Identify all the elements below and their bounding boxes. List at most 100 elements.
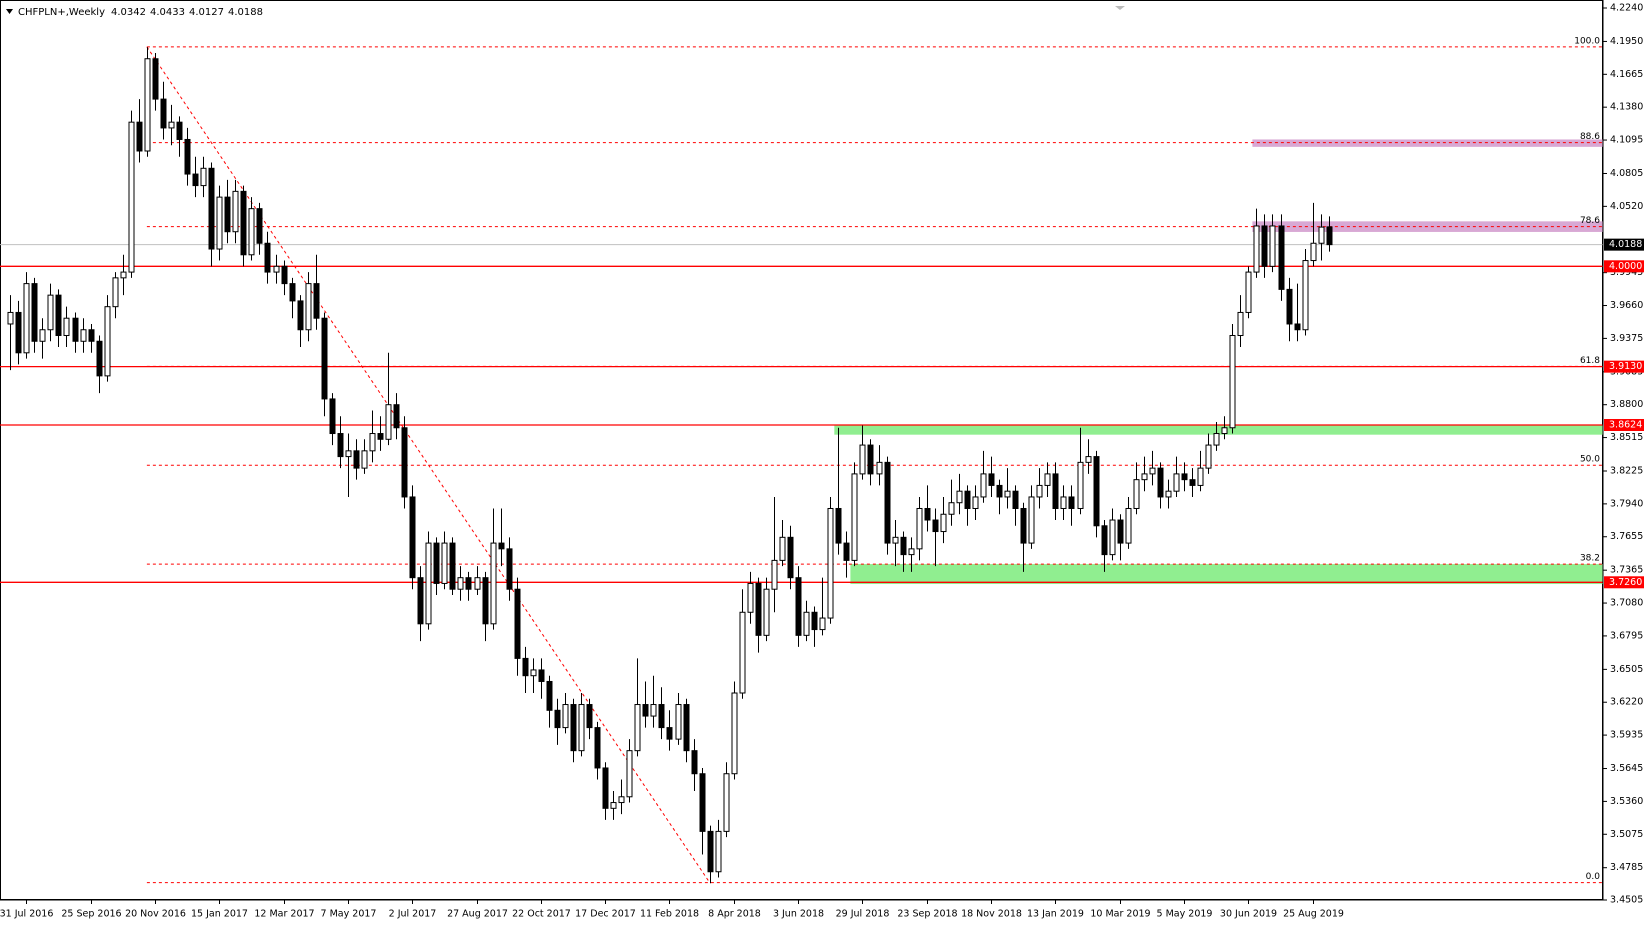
candle-body <box>1318 226 1325 244</box>
candle-body <box>72 317 79 342</box>
menu-arrow[interactable] <box>6 9 13 14</box>
y-tick-label: 3.6220 <box>1610 697 1643 708</box>
x-tick-label: 12 Mar 2017 <box>254 909 314 920</box>
candle-body <box>867 444 874 475</box>
candle-body <box>31 283 38 342</box>
candle-body <box>192 173 199 187</box>
candle-body <box>1237 311 1244 337</box>
x-tick-label: 29 Jul 2018 <box>836 909 890 920</box>
candle-body <box>522 657 529 677</box>
candle-body <box>417 577 424 625</box>
shift-marker <box>1115 6 1125 10</box>
y-tick-label: 4.2240 <box>1610 3 1643 14</box>
level-tag <box>1604 260 1644 273</box>
candle-body <box>273 265 280 273</box>
candle-body <box>634 704 641 752</box>
candle-body <box>289 283 296 302</box>
x-tick-label: 25 Aug 2019 <box>1283 909 1344 920</box>
x-tick-label: 8 Apr 2018 <box>708 909 761 920</box>
fib-label: 100.0 <box>1574 36 1600 46</box>
candle-body <box>723 773 730 832</box>
candle-body <box>675 704 682 740</box>
x-tick-label: 7 May 2017 <box>321 909 377 920</box>
candle-body <box>1278 225 1285 290</box>
y-tick-label: 3.7655 <box>1610 531 1643 542</box>
candle-body <box>602 767 609 809</box>
y-tick-label: 3.7080 <box>1610 598 1643 609</box>
candle-body <box>530 669 537 677</box>
candle-body <box>369 433 376 452</box>
candle-body <box>1109 519 1116 556</box>
candle-body <box>980 473 987 498</box>
candle-body <box>240 190 247 256</box>
plot-frame <box>0 0 1603 900</box>
candle-body <box>819 617 826 631</box>
candle-body <box>216 196 223 250</box>
candle-body <box>1205 444 1212 469</box>
candle-body <box>281 265 288 285</box>
fib-label: 38.2 <box>1580 554 1600 564</box>
y-tick-label: 3.4785 <box>1610 862 1643 873</box>
y-tick-label: 3.8800 <box>1610 399 1643 410</box>
y-tick-label: 3.5075 <box>1610 829 1643 840</box>
candle-body <box>570 704 577 752</box>
candle-body <box>305 283 312 331</box>
candle-body <box>586 704 593 729</box>
x-tick-label: 23 Sep 2018 <box>897 909 957 920</box>
candle-body <box>168 121 175 129</box>
y-tick-label: 3.9660 <box>1610 300 1643 311</box>
candle-body <box>835 507 842 544</box>
candle-body <box>755 582 762 636</box>
candle-body <box>1141 473 1148 481</box>
candle-body <box>128 121 135 273</box>
candle-body <box>39 329 46 342</box>
candle-body <box>433 542 440 584</box>
x-tick-label: 2 Jul 2017 <box>389 909 437 920</box>
candle-body <box>739 611 746 694</box>
candle-body <box>787 536 794 579</box>
candle-body <box>900 536 907 556</box>
axis-bg <box>0 901 1645 927</box>
y-tick-label: 4.0520 <box>1610 201 1643 212</box>
level-tag <box>1604 418 1644 431</box>
y-tick-label: 3.8515 <box>1610 432 1643 443</box>
candle-body <box>779 536 786 561</box>
candle-body <box>1294 323 1301 331</box>
candle-body <box>80 329 87 342</box>
candle-body <box>47 294 54 331</box>
y-tick-label: 3.6505 <box>1610 664 1643 675</box>
fib-label: 0.0 <box>1586 872 1601 882</box>
candle-body <box>940 513 947 533</box>
y-tick-label: 3.5645 <box>1610 763 1643 774</box>
price-tag-label: 4.0188 <box>1609 239 1642 250</box>
x-tick-label: 15 Jan 2017 <box>191 909 248 920</box>
candle-body <box>707 830 714 873</box>
candle-body <box>313 283 320 319</box>
candle-body <box>401 427 408 498</box>
candle-body <box>120 271 127 279</box>
candle-body <box>506 548 513 590</box>
y-tick-label: 4.1095 <box>1610 135 1643 146</box>
level-tag-label: 4.0000 <box>1609 261 1642 272</box>
candle-body <box>208 167 215 250</box>
candle-body <box>1077 461 1084 509</box>
candle-body <box>1117 519 1124 544</box>
candle-body <box>377 433 384 440</box>
candle-body <box>1197 467 1204 486</box>
candle-body <box>771 559 778 590</box>
fib-label: 61.8 <box>1580 356 1600 366</box>
candle-body <box>248 208 255 256</box>
candle-body <box>1253 225 1260 273</box>
candle-body <box>554 709 561 729</box>
candle-body <box>843 542 850 561</box>
candle-body <box>474 577 481 590</box>
x-tick-label: 31 Jul 2016 <box>0 909 53 920</box>
candle-body <box>1133 479 1140 509</box>
candle-body <box>329 398 336 435</box>
candle-body <box>200 167 207 187</box>
x-tick-label: 17 Dec 2017 <box>575 909 636 920</box>
candle-body <box>1149 467 1156 475</box>
open: 4.0342 <box>111 7 146 18</box>
candle-body <box>1326 226 1333 246</box>
